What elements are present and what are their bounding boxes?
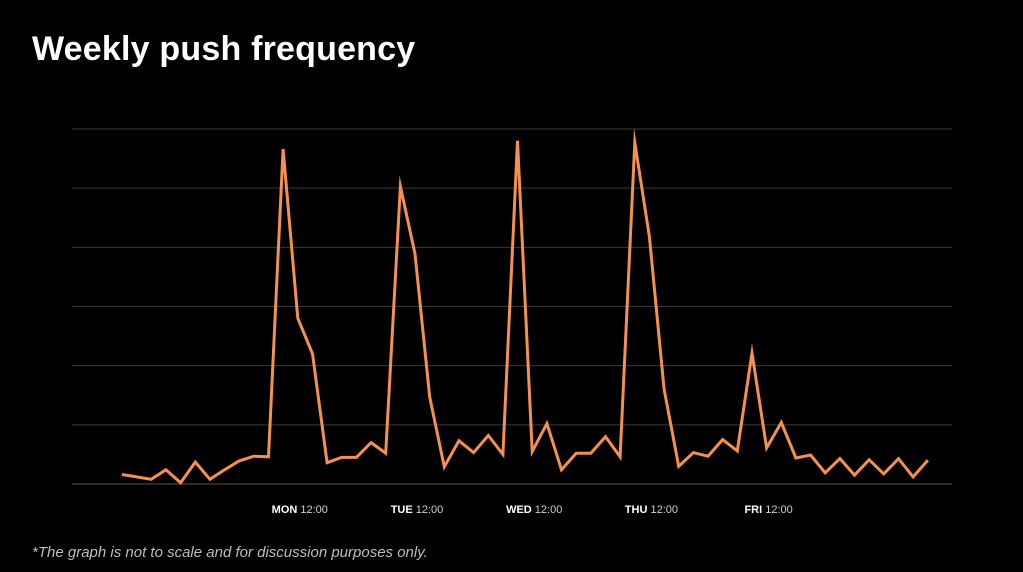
x-tick-time: 12:00 [300, 504, 328, 516]
x-tick-time: 12:00 [535, 504, 563, 516]
x-tick-label: THU 12:00 [625, 504, 678, 516]
x-tick-label: FRI 12:00 [744, 504, 792, 516]
x-tick-time: 12:00 [416, 504, 444, 516]
x-axis-ticks: MON 12:00 TUE 12:00 WED 12:00 THU 12:00 FRI … [272, 504, 793, 516]
x-tick-label: TUE 12:00 [391, 504, 444, 516]
x-tick-day: THU [625, 504, 651, 516]
series-line-layer [121, 127, 929, 486]
x-tick-label: WED 12:00 [506, 504, 562, 516]
x-tick-day: TUE [391, 504, 416, 516]
x-tick-time: 12:00 [650, 504, 678, 516]
grid-lines [72, 128, 952, 485]
footnote: *The graph is not to scale and for discu… [32, 544, 428, 561]
chart-title: Weekly push frequency [32, 30, 416, 68]
x-tick-day: WED [506, 504, 535, 516]
x-tick-label: MON 12:00 [272, 504, 328, 516]
x-tick-time: 12:00 [765, 504, 793, 516]
x-tick-day: FRI [744, 504, 765, 516]
series-line [121, 127, 929, 486]
x-tick-day: MON [272, 504, 301, 516]
